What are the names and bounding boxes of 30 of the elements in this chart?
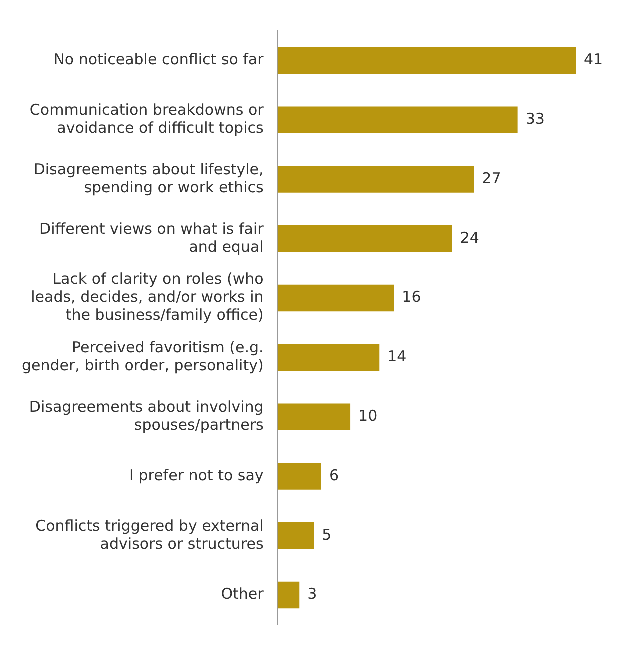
bar: [278, 344, 380, 372]
data-label: 24: [460, 228, 480, 247]
bar: [278, 404, 351, 430]
data-label: 6: [329, 466, 339, 484]
bar: [278, 226, 452, 252]
y-tick-label: I prefer not to say: [130, 466, 264, 484]
bar: [278, 106, 518, 134]
bar: [278, 582, 300, 609]
data-label: 33: [526, 110, 545, 128]
y-tick-label: Other: [221, 585, 265, 604]
y-tick-label: Communication breakdowns or avoidance of difficult topics: [30, 100, 265, 137]
bar: [278, 522, 314, 550]
data-label: 16: [402, 288, 422, 306]
data-label: 10: [358, 406, 378, 425]
y-tick-label: Conflicts triggered by external advisors or structures: [36, 516, 264, 553]
data-label: 5: [322, 526, 332, 544]
data-label: 41: [584, 50, 604, 69]
bar: [278, 284, 394, 312]
bar: [278, 463, 322, 490]
data-label: 14: [388, 348, 407, 366]
y-tick-label: Different views on what is fair and equal: [40, 220, 265, 256]
y-tick-label: No noticeable conflict so far: [54, 50, 265, 69]
y-tick-label: Disagreements about lifestyle, spending or work ethics: [34, 160, 264, 196]
data-label: 3: [308, 585, 318, 604]
y-tick-label: Perceived favoritism (e.g. gender, birth order, personality): [22, 338, 264, 375]
bar: [278, 166, 474, 193]
bar: [278, 47, 576, 74]
y-tick-label: Lack of clarity on roles (who leads, decides, and/or works in the business/family office): [31, 270, 264, 324]
data-label: 27: [482, 169, 502, 188]
y-tick-label: Disagreements about involving spouses/partners: [29, 398, 264, 434]
